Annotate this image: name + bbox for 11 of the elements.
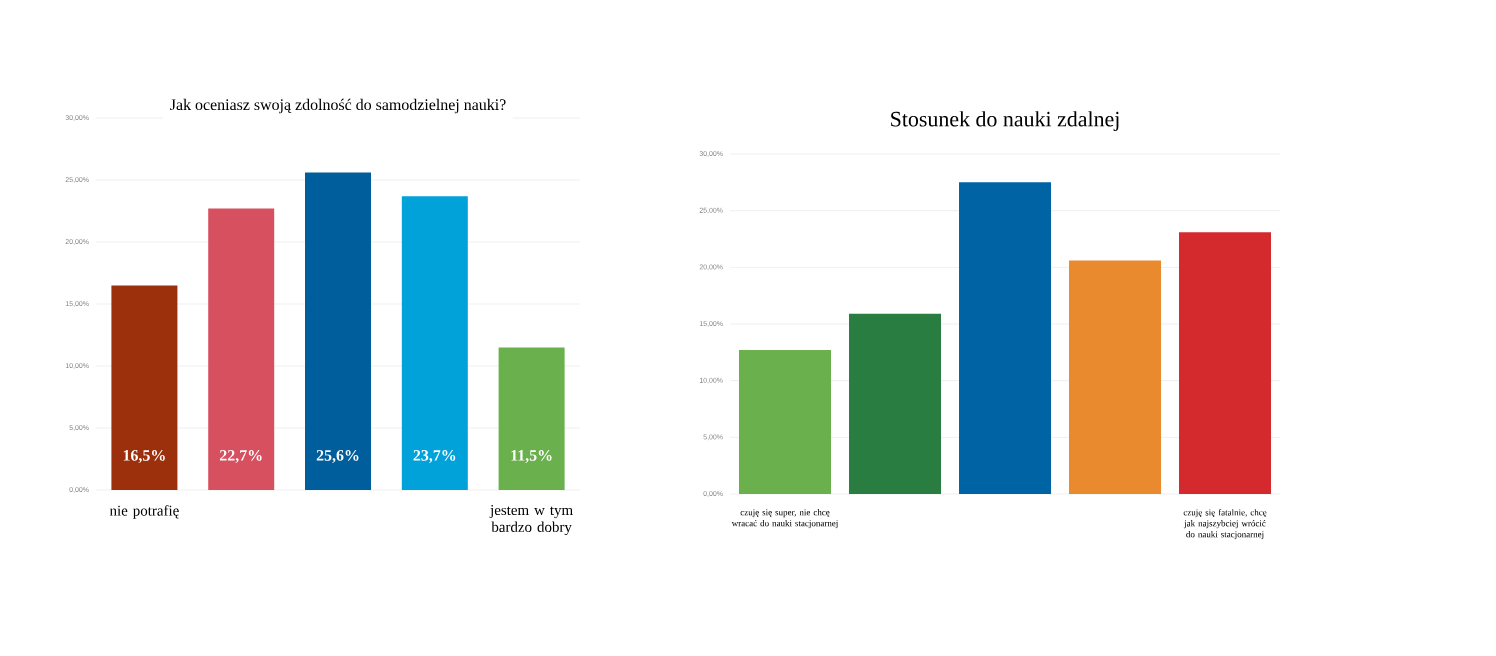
- bar: [498, 347, 565, 490]
- bar: [111, 285, 178, 490]
- bar: [401, 196, 468, 490]
- bar: [849, 313, 942, 494]
- bar: [739, 350, 832, 494]
- bar: [1069, 260, 1162, 494]
- bar: [959, 182, 1052, 494]
- bar: [305, 172, 372, 490]
- chart-title: Stosunek do nauki zdalnej: [891, 111, 1119, 131]
- bar: [1179, 232, 1272, 494]
- bar: [208, 208, 275, 490]
